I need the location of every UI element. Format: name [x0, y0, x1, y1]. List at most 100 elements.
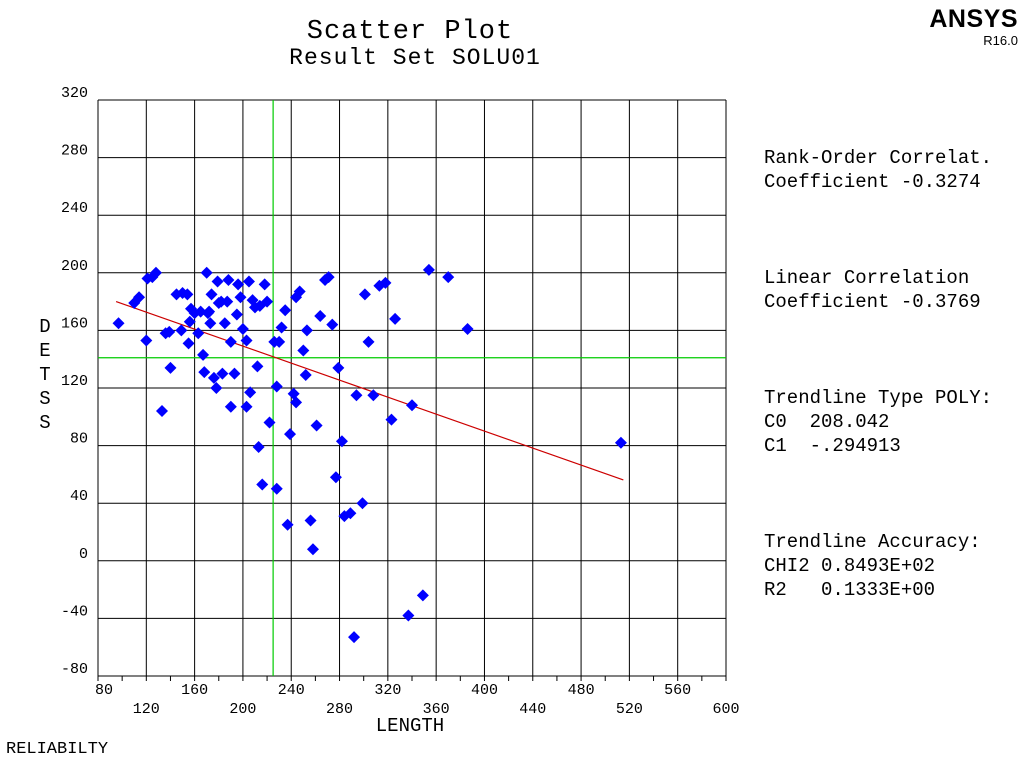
- scatter-point: [181, 288, 194, 301]
- statistics-panel: Rank-Order Correlat. Coefficient -0.3274 …: [764, 98, 992, 650]
- scatter-point: [163, 325, 176, 338]
- scatter-point: [133, 291, 146, 304]
- trendline-type-label: Trendline Type POLY:: [764, 387, 993, 409]
- scatter-point: [284, 428, 297, 441]
- scatter-point: [204, 317, 217, 330]
- scatter-point: [156, 405, 169, 418]
- scatter-point: [228, 367, 241, 380]
- trendline: [115, 300, 624, 481]
- y-axis-label-letter: T: [39, 364, 50, 386]
- scatter-point: [200, 266, 213, 279]
- x-axis-label: LENGTH: [376, 715, 444, 737]
- scatter-point: [270, 380, 283, 393]
- scatter-point: [252, 441, 265, 454]
- rank-order-value: Coefficient -0.3274: [764, 171, 981, 193]
- y-axis-label-letter: S: [39, 412, 50, 434]
- scatter-point: [175, 324, 188, 337]
- scatter-point: [358, 288, 371, 301]
- scatter-point: [218, 317, 231, 330]
- scatter-point: [182, 337, 195, 350]
- scatter-point: [244, 386, 257, 399]
- scatter-point: [246, 294, 259, 307]
- y-axis-label-letter: D: [39, 316, 50, 338]
- scatter-point: [356, 497, 369, 510]
- x-tick-label: 240: [278, 682, 305, 699]
- scatter-point: [205, 288, 218, 301]
- x-tick-label: 480: [568, 682, 595, 699]
- scatter-point: [210, 382, 223, 394]
- scatter-point: [332, 361, 345, 374]
- scatter-point: [348, 631, 361, 644]
- y-tick-label: 280: [61, 143, 88, 160]
- scatter-point: [326, 318, 339, 331]
- scatter-point: [293, 285, 306, 298]
- scatter-point: [234, 291, 247, 304]
- brand-version: R16.0: [983, 33, 1018, 48]
- trendline-chi2: CHI2 0.8493E+02: [764, 555, 936, 577]
- scatter-point: [299, 369, 312, 382]
- rank-order-label: Rank-Order Correlat.: [764, 147, 993, 169]
- scatter-point: [197, 348, 210, 361]
- scatter-point: [290, 396, 303, 409]
- trendline-c1: C1 -.294913: [764, 435, 901, 457]
- scatter-point: [322, 271, 335, 284]
- scatter-point: [304, 514, 317, 527]
- linear-correlation-block: Linear Correlation Coefficient -0.3769: [764, 266, 992, 314]
- brand-logo: ANSYS R16.0: [929, 4, 1018, 48]
- trendline-accuracy-block: Trendline Accuracy: CHI2 0.8493E+02 R2 0.1…: [764, 530, 992, 602]
- y-tick-label: -40: [61, 603, 88, 620]
- scatter-point: [263, 416, 276, 429]
- linear-correlation-label: Linear Correlation: [764, 267, 970, 289]
- y-tick-label: 240: [61, 200, 88, 217]
- scatter-point: [240, 334, 253, 347]
- x-tick-label: 360: [423, 701, 450, 718]
- scatter-point: [216, 367, 229, 380]
- scatter-point: [310, 419, 323, 432]
- scatter-point: [230, 308, 243, 321]
- scatter-point: [140, 334, 153, 347]
- scatter-point: [273, 335, 286, 348]
- scatter-point: [379, 276, 392, 289]
- scatter-point: [297, 344, 310, 357]
- scatter-point: [236, 322, 249, 335]
- scatter-point: [232, 278, 245, 291]
- scatter-point: [442, 271, 455, 284]
- y-tick-label: 320: [61, 85, 88, 102]
- scatter-point: [207, 371, 220, 384]
- scatter-point: [211, 275, 224, 288]
- data-points: [112, 263, 627, 644]
- linear-correlation-value: Coefficient -0.3769: [764, 291, 981, 313]
- scatter-point: [221, 295, 234, 308]
- scatter-point: [362, 335, 375, 348]
- scatter-point: [287, 387, 300, 400]
- y-axis-label-letter: S: [39, 388, 50, 410]
- x-tick-label: 560: [664, 682, 691, 699]
- scatter-point: [192, 327, 205, 340]
- x-tick-label: 320: [374, 682, 401, 699]
- scatter-point: [224, 400, 237, 413]
- y-tick-label: 0: [79, 546, 88, 563]
- scatter-point: [461, 322, 474, 335]
- rank-order-block: Rank-Order Correlat. Coefficient -0.3274: [764, 146, 992, 194]
- y-axis-label-letter: E: [39, 340, 50, 362]
- y-tick-label: 40: [70, 488, 88, 505]
- scatter-point: [112, 317, 125, 330]
- y-tick-label: 120: [61, 373, 88, 390]
- scatter-point: [242, 275, 255, 288]
- y-tick-label: -80: [61, 661, 88, 678]
- scatter-point: [251, 360, 264, 373]
- footer-label: RELIABILTY: [6, 740, 109, 759]
- scatter-point: [240, 400, 253, 413]
- x-tick-label: 200: [229, 701, 256, 718]
- scatter-point: [149, 266, 162, 279]
- y-tick-label: 160: [61, 315, 88, 332]
- scatter-point: [215, 295, 228, 308]
- trendline-accuracy-label: Trendline Accuracy:: [764, 531, 981, 553]
- scatter-point: [258, 278, 271, 291]
- trendline-c0: C0 208.042: [764, 411, 890, 433]
- x-tick-label: 400: [471, 682, 498, 699]
- scatter-point: [300, 324, 313, 337]
- axis-ticks: -80 -40 0 40 80 120 160 200 240 280 320 80 120 160 200…: [61, 85, 740, 718]
- scatter-point: [385, 413, 398, 426]
